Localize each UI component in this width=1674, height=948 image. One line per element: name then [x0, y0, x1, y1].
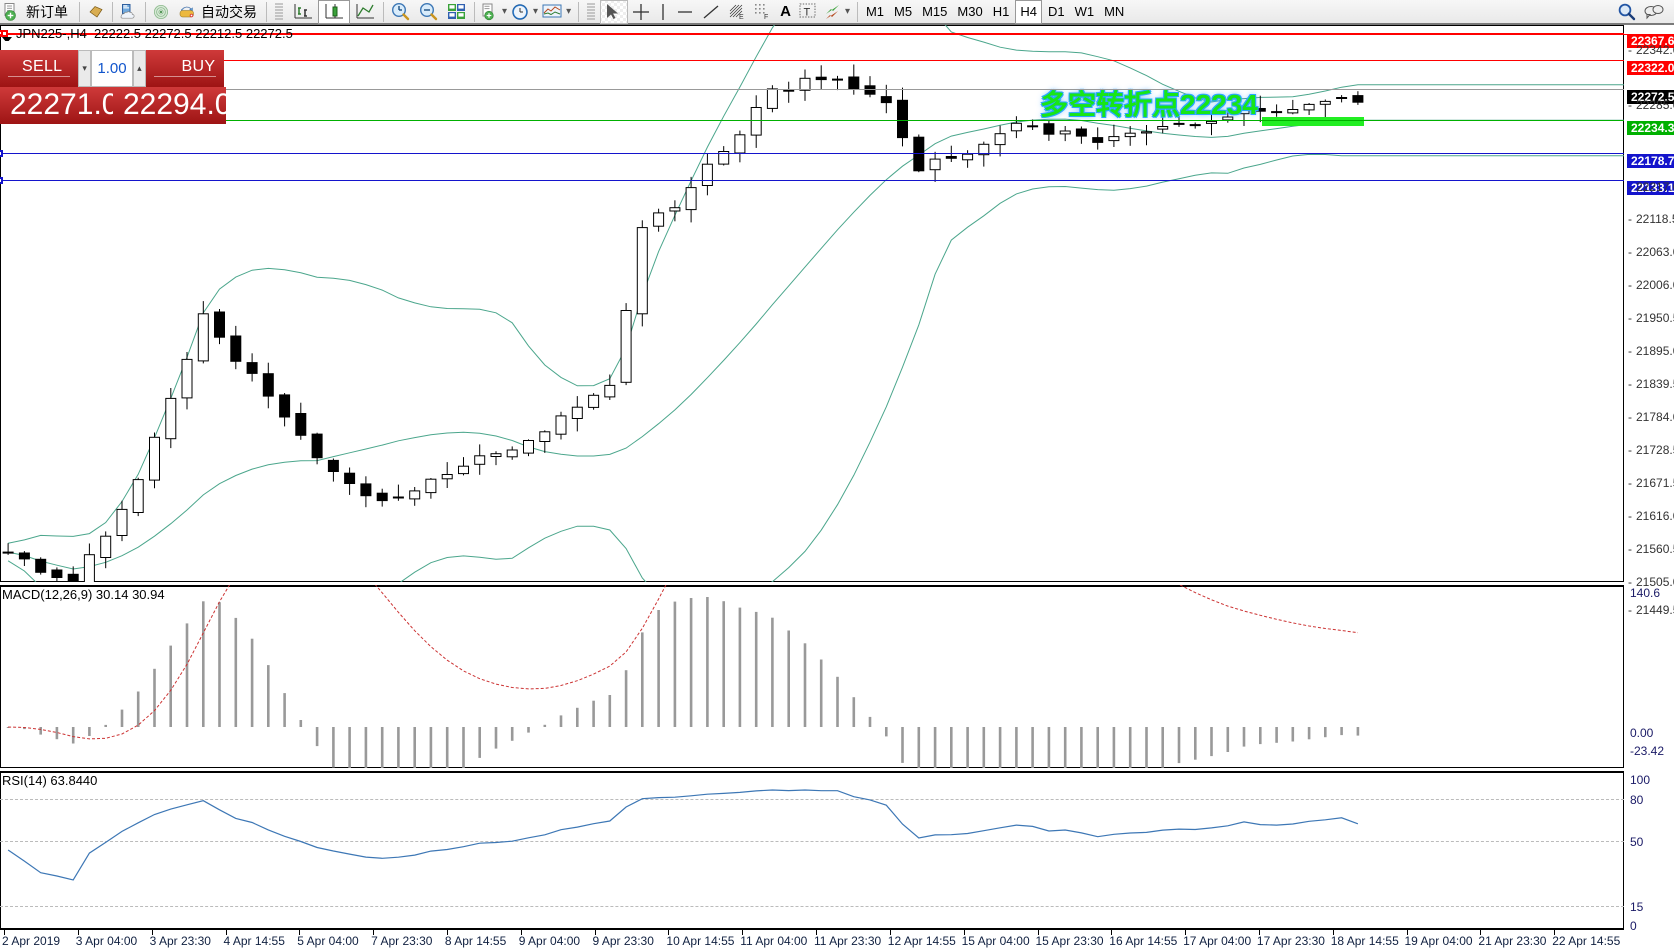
svg-text:T: T: [803, 6, 810, 18]
svg-text:F: F: [764, 14, 768, 21]
svg-text:E: E: [739, 14, 744, 21]
